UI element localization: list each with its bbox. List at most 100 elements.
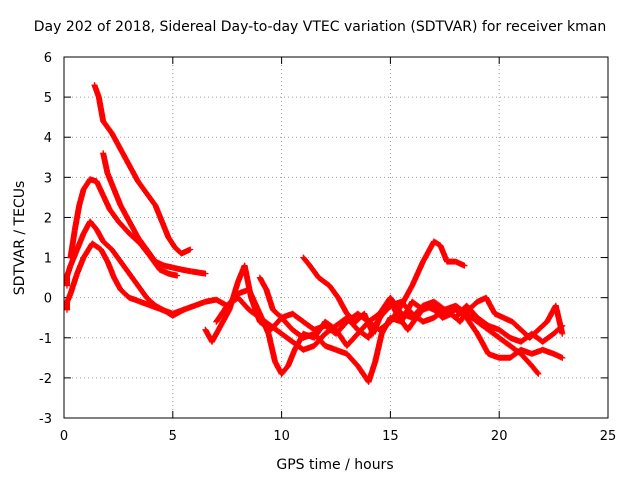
- data-marker-run: [285, 348, 298, 369]
- data-marker-run: [265, 330, 278, 364]
- data-marker-run: [64, 291, 74, 313]
- data-marker-run: [289, 310, 306, 324]
- data-marker-run: [100, 118, 115, 136]
- data-marker-run: [343, 350, 360, 368]
- x-tick-label: 0: [60, 429, 68, 444]
- series-track-2: [67, 176, 181, 279]
- data-marker-run: [300, 318, 317, 332]
- data-marker-run: [143, 246, 158, 264]
- data-marker-run: [80, 241, 95, 261]
- data-point: [461, 262, 468, 269]
- y-tick-label: 4: [44, 131, 52, 146]
- data-marker-run: [326, 282, 341, 300]
- data-marker-run: [430, 307, 447, 321]
- data-marker-run: [289, 326, 306, 340]
- data-marker-run: [67, 271, 80, 297]
- data-marker-run: [100, 238, 114, 252]
- data-marker-run: [95, 94, 106, 123]
- data-marker-run: [117, 202, 132, 224]
- data-marker-run: [267, 322, 284, 336]
- data-marker-run: [509, 318, 524, 332]
- data-marker-run: [278, 363, 291, 377]
- data-marker-run: [93, 226, 106, 244]
- data-marker-run: [104, 258, 117, 280]
- data-marker-run: [213, 303, 230, 325]
- data-marker-run: [376, 319, 393, 333]
- data-marker-run: [528, 362, 541, 376]
- data-point: [202, 270, 209, 277]
- data-point: [559, 330, 566, 337]
- data-marker-run: [158, 218, 171, 240]
- data-marker-run: [300, 254, 313, 268]
- data-point: [174, 272, 181, 279]
- data-marker-run: [539, 331, 556, 345]
- y-tick-label: -1: [39, 332, 52, 347]
- data-marker-run: [507, 347, 523, 361]
- data-marker-run: [365, 315, 382, 341]
- data-marker-run: [409, 259, 426, 289]
- data-marker-run: [108, 246, 123, 264]
- data-marker-run: [335, 294, 350, 316]
- data-marker-run: [311, 331, 328, 349]
- data-marker-run: [376, 303, 393, 321]
- data-marker-run: [485, 326, 502, 340]
- series-track-3: [100, 150, 209, 277]
- data-marker-run: [535, 319, 550, 333]
- series-track-9: [213, 294, 566, 353]
- data-point: [559, 354, 566, 361]
- series-track-8: [300, 254, 566, 341]
- data-marker-run: [420, 239, 437, 265]
- data-marker-run: [165, 234, 178, 250]
- data-marker-run: [550, 323, 565, 337]
- data-marker-run: [93, 178, 106, 198]
- data-marker-run: [76, 187, 87, 209]
- data-marker-run: [483, 294, 498, 316]
- data-marker-run: [135, 282, 149, 300]
- data-marker-run: [235, 294, 252, 312]
- data-marker-run: [126, 270, 141, 288]
- data-marker-run: [256, 314, 273, 328]
- data-marker-run: [143, 190, 158, 208]
- data-marker-run: [152, 202, 165, 224]
- data-marker-run: [117, 258, 132, 276]
- y-tick-label: -3: [39, 412, 52, 427]
- data-marker-run: [80, 177, 93, 193]
- data-marker-run: [64, 263, 74, 289]
- data-marker-run: [528, 330, 545, 345]
- series-track-1: [91, 82, 194, 257]
- data-marker-run: [111, 186, 124, 208]
- data-point: [187, 246, 194, 253]
- data-marker-run: [463, 302, 480, 320]
- plot-frame: [63, 56, 609, 419]
- data-marker-run: [404, 315, 419, 333]
- data-marker-run: [106, 206, 121, 224]
- data-marker-run: [474, 318, 491, 332]
- chart-title: Day 202 of 2018, Sidereal Day-to-day VTE…: [33, 19, 607, 35]
- data-marker-run: [209, 323, 224, 345]
- y-tick-label: 6: [44, 51, 52, 66]
- data-marker-run: [343, 310, 358, 324]
- data-marker-run: [98, 246, 110, 264]
- x-tick-label: 15: [382, 429, 399, 444]
- data-series: [64, 82, 566, 385]
- data-marker-run: [67, 247, 80, 269]
- data-marker-run: [135, 178, 149, 196]
- data-marker-run: [115, 218, 132, 236]
- data-marker-run: [409, 310, 426, 324]
- data-marker-run: [289, 338, 306, 353]
- data-marker-run: [104, 170, 117, 192]
- data-marker-run: [474, 314, 491, 328]
- y-tick-label: -2: [39, 372, 52, 387]
- data-marker-run: [306, 262, 321, 280]
- y-axis-label: SDTVAR / TECUs: [12, 180, 28, 296]
- x-tick-label: 20: [491, 429, 508, 444]
- data-marker-run: [100, 150, 111, 176]
- y-tick-label: 0: [44, 292, 52, 307]
- data-marker-run: [217, 307, 232, 329]
- data-marker-run: [398, 298, 415, 316]
- data-marker-run: [246, 306, 262, 320]
- axis-ticks: -3 -2 -1 0 1 2 3 4 5 6 0 5 10 15 20 25: [39, 51, 616, 444]
- x-tick-label: 5: [169, 429, 177, 444]
- data-marker-run: [315, 274, 332, 288]
- grid-lines: [64, 57, 608, 418]
